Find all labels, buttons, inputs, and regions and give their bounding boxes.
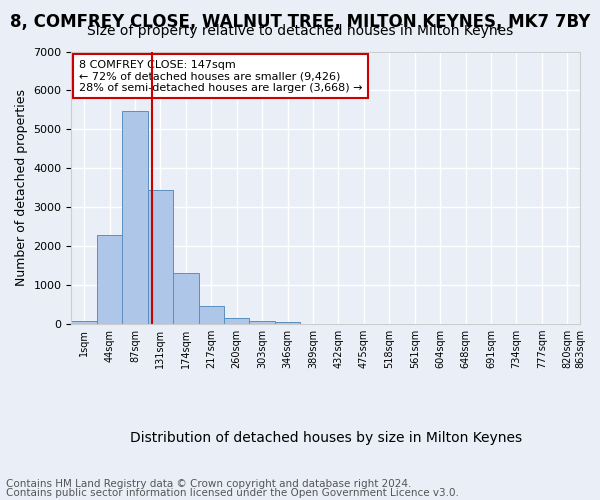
Text: Size of property relative to detached houses in Milton Keynes: Size of property relative to detached ho… — [87, 24, 513, 38]
Text: Contains public sector information licensed under the Open Government Licence v3: Contains public sector information licen… — [6, 488, 459, 498]
Bar — [173, 273, 199, 324]
Text: 8 COMFREY CLOSE: 147sqm
← 72% of detached houses are smaller (9,426)
28% of semi: 8 COMFREY CLOSE: 147sqm ← 72% of detache… — [79, 60, 362, 93]
Bar — [250, 321, 275, 324]
Text: Contains HM Land Registry data © Crown copyright and database right 2024.: Contains HM Land Registry data © Crown c… — [6, 479, 412, 489]
Bar — [71, 321, 97, 324]
Bar — [199, 306, 224, 324]
Text: 8, COMFREY CLOSE, WALNUT TREE, MILTON KEYNES, MK7 7BY: 8, COMFREY CLOSE, WALNUT TREE, MILTON KE… — [10, 12, 590, 30]
Y-axis label: Number of detached properties: Number of detached properties — [15, 90, 28, 286]
Bar — [224, 318, 250, 324]
Bar — [97, 236, 122, 324]
Bar — [275, 322, 300, 324]
Bar — [148, 190, 173, 324]
X-axis label: Distribution of detached houses by size in Milton Keynes: Distribution of detached houses by size … — [130, 431, 522, 445]
Bar — [122, 110, 148, 324]
